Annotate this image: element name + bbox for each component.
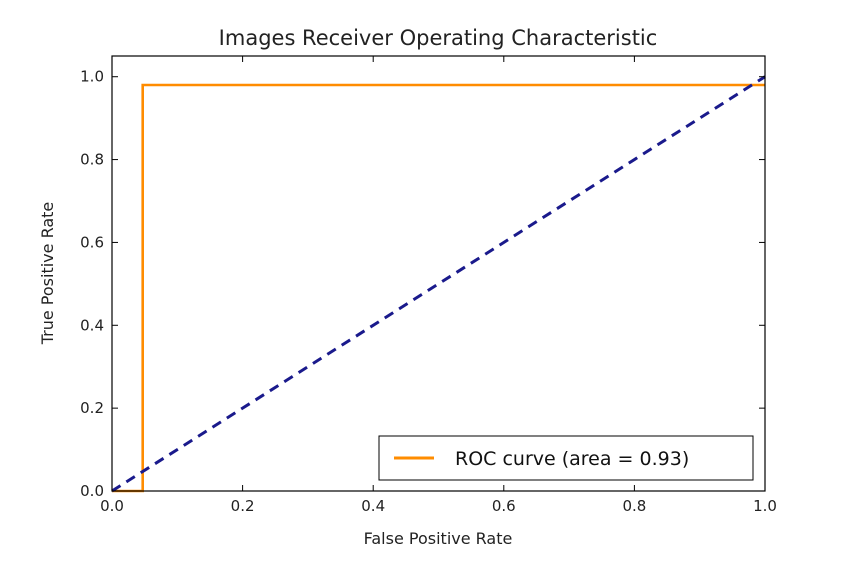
y-tick-label: 0.2 bbox=[80, 399, 104, 417]
y-axis-label: True Positive Rate bbox=[38, 202, 57, 346]
legend-box bbox=[378, 435, 754, 481]
legend: ROC curve (area = 0.93) bbox=[378, 435, 754, 481]
y-tick-label: 0.6 bbox=[80, 233, 104, 251]
y-tick-label: 0.0 bbox=[80, 482, 104, 500]
plot-area bbox=[111, 75, 766, 493]
x-axis: 0.0 0.2 0.4 0.6 0.8 1.0 bbox=[100, 56, 777, 515]
roc-curve-line bbox=[112, 83, 765, 493]
chart-title: Images Receiver Operating Characteristic bbox=[219, 26, 658, 50]
legend-label: ROC curve (area = 0.93) bbox=[455, 448, 689, 470]
y-tick-label: 0.4 bbox=[80, 316, 104, 334]
x-axis-label: False Positive Rate bbox=[364, 529, 513, 548]
x-tick-label: 0.8 bbox=[622, 497, 646, 515]
x-tick-label: 0.4 bbox=[361, 497, 385, 515]
plot-frame bbox=[111, 55, 766, 492]
x-tick-label: 1.0 bbox=[753, 497, 777, 515]
y-tick-label: 0.8 bbox=[80, 151, 104, 169]
x-tick-label: 0.2 bbox=[231, 497, 255, 515]
y-tick-label: 1.0 bbox=[80, 68, 104, 86]
x-tick-label: 0.6 bbox=[492, 497, 516, 515]
y-axis: 0.0 0.2 0.4 0.6 0.8 1.0 bbox=[80, 68, 765, 500]
chance-line bbox=[111, 75, 766, 493]
x-tick-label: 0.0 bbox=[100, 497, 124, 515]
